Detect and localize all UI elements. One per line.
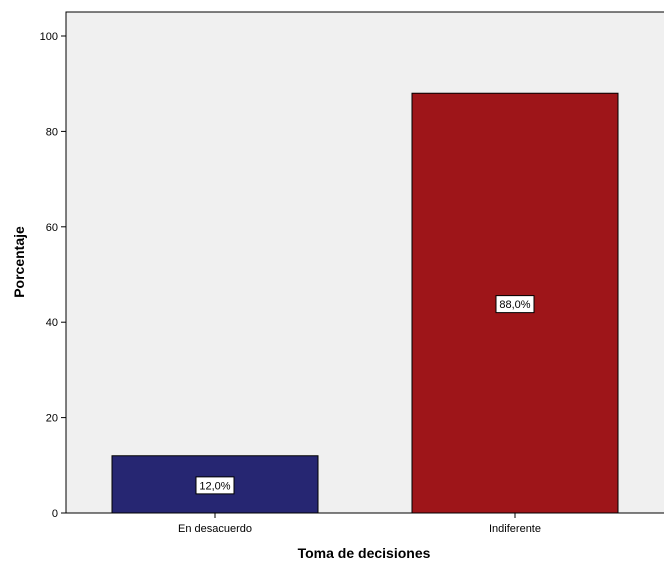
data-label-box bbox=[495, 295, 535, 314]
data-label: 12,0% bbox=[195, 476, 235, 495]
x-axis-title: Toma de decisiones bbox=[298, 545, 431, 561]
x-tick-label: Indiferente bbox=[489, 523, 541, 535]
data-label-text: 88,0% bbox=[499, 299, 530, 311]
y-tick-label: 100 bbox=[40, 31, 58, 43]
data-label-text: 12,0% bbox=[199, 480, 230, 492]
y-tick-label: 80 bbox=[46, 126, 58, 138]
y-tick-label: 40 bbox=[46, 317, 58, 329]
y-tick-label: 20 bbox=[46, 413, 58, 425]
y-axis: 0 20 40 60 80 100 bbox=[40, 31, 66, 520]
y-axis-title: Porcentaje bbox=[11, 226, 27, 298]
bars: 12,0% 88,0% bbox=[111, 92, 619, 514]
y-tick-label: 0 bbox=[52, 508, 58, 520]
data-label: 88,0% bbox=[495, 295, 535, 314]
y-tick-label: 60 bbox=[46, 222, 58, 234]
x-axis: En desacuerdo Indiferente bbox=[178, 513, 541, 535]
data-label-box bbox=[195, 476, 235, 495]
x-tick-label: En desacuerdo bbox=[178, 523, 252, 535]
